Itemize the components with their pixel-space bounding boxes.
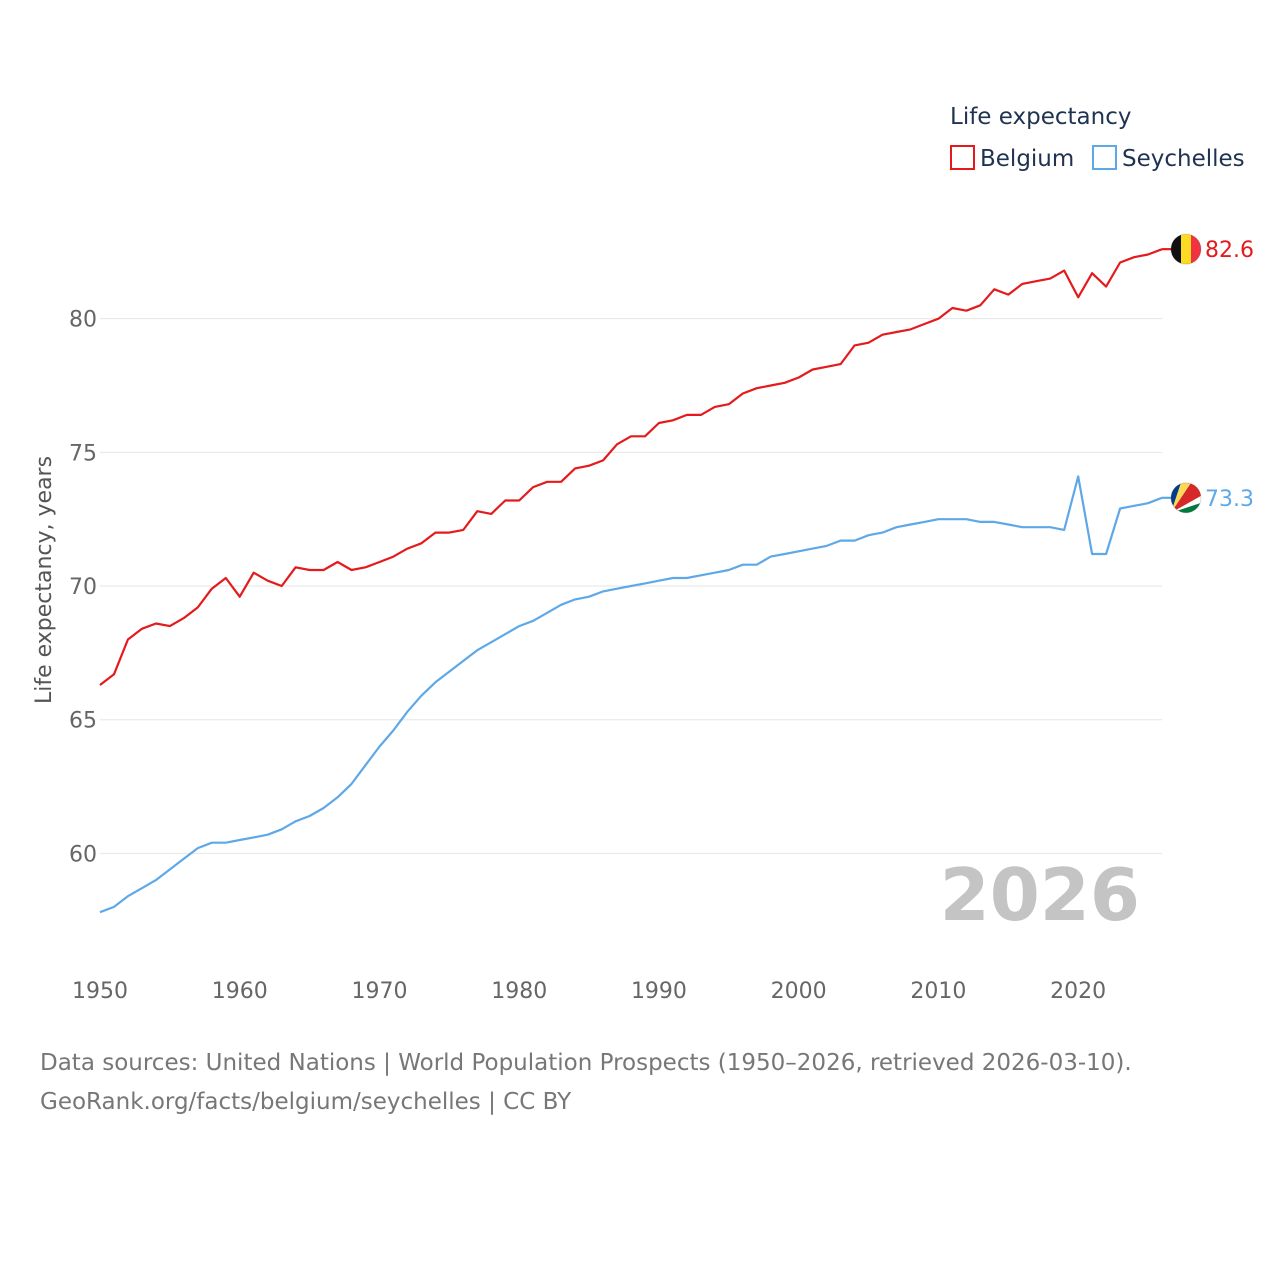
x-tick-label: 2000: [771, 979, 827, 1004]
legend-swatch-belgium: [950, 145, 975, 170]
seychelles-flag-icon: [1170, 482, 1202, 514]
series-line-seychelles: [99, 475, 1163, 914]
year-label: 2026: [940, 853, 1140, 937]
x-tick-label: 1950: [72, 979, 128, 1004]
y-tick-label: 70: [69, 575, 97, 600]
y-tick-label: 60: [69, 842, 97, 867]
x-axis-ticks: 1950 1960 1970 1980 1990 2000 2010 2020: [72, 979, 1106, 1004]
source-footer: Data sources: United Nations | World Pop…: [40, 1044, 1132, 1122]
x-tick-label: 1980: [491, 979, 547, 1004]
y-axis-ticks: 60 65 70 75 80: [69, 308, 97, 868]
y-tick-label: 75: [69, 441, 97, 466]
series-line-belgium: [99, 248, 1163, 686]
series-end-labels: 82.6 73.3: [1162, 233, 1254, 514]
end-label-seychelles: 73.3: [1205, 487, 1254, 512]
x-tick-label: 2020: [1050, 979, 1106, 1004]
belgium-flag-icon: [1170, 233, 1202, 265]
y-axis-title: Life expectancy, years: [32, 456, 57, 704]
attribution-line[interactable]: GeoRank.org/facts/belgium/seychelles | C…: [40, 1089, 572, 1115]
legend-label-belgium: Belgium: [980, 146, 1074, 172]
chart: 60 65 70 75 80 1950 1960 1970 1980 1990 2000 2010 2…: [32, 104, 1254, 1004]
y-tick-label: 65: [69, 709, 97, 734]
source-line: Data sources: United Nations | World Pop…: [40, 1050, 1132, 1076]
series-lines: [99, 248, 1163, 914]
x-tick-label: 1960: [212, 979, 268, 1004]
x-tick-label: 2010: [910, 979, 966, 1004]
legend-title: Life expectancy: [950, 104, 1131, 130]
legend-item-belgium[interactable]: Belgium: [950, 145, 1074, 172]
legend-swatch-seychelles: [1092, 145, 1117, 170]
legend-item-seychelles[interactable]: Seychelles: [1092, 145, 1245, 172]
legend-label-seychelles: Seychelles: [1122, 146, 1245, 172]
x-tick-label: 1990: [631, 979, 687, 1004]
x-tick-label: 1970: [351, 979, 407, 1004]
y-tick-label: 80: [69, 308, 97, 333]
end-label-belgium: 82.6: [1205, 238, 1254, 263]
legend: Life expectancy Belgium Seychelles: [950, 104, 1245, 172]
